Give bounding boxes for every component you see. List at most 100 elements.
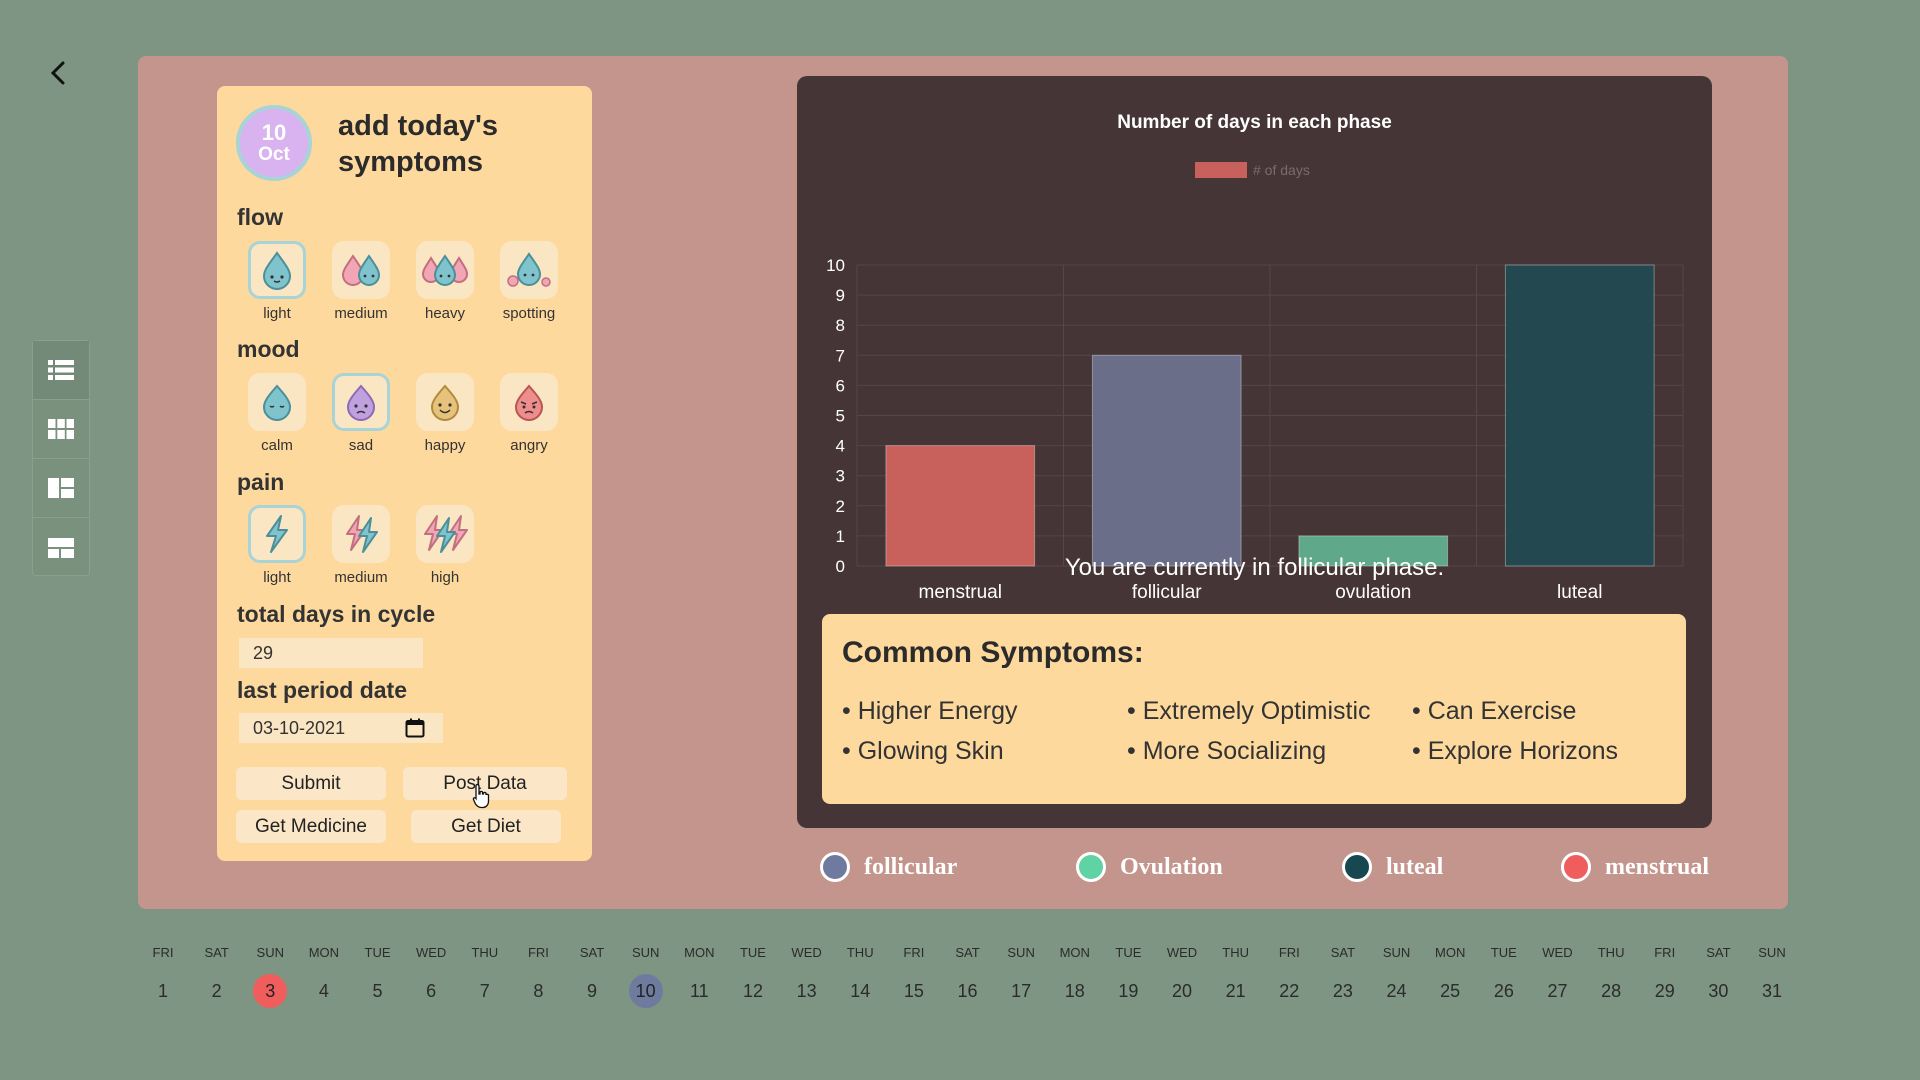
bar-luteal[interactable] [1504,264,1655,567]
bar-menstrual[interactable] [885,445,1036,567]
submit-button[interactable]: Submit [236,767,386,800]
mood-option-angry[interactable]: angry [487,373,571,454]
calendar-day[interactable]: WED 27 [1527,945,1587,1008]
calendar-day[interactable]: TUE 12 [723,945,783,1008]
calendar-day[interactable]: THU 14 [830,945,890,1008]
calendar-day[interactable]: WED 20 [1152,945,1212,1008]
double-lightning-icon [332,505,390,563]
calendar-day[interactable]: SAT 16 [938,945,998,1008]
calendar-weekday: SAT [1330,945,1356,960]
calendar-day[interactable]: TUE 19 [1098,945,1158,1008]
phase-name: Ovulation [1120,853,1223,880]
phase-name: luteal [1386,853,1444,880]
phase-dot [1076,852,1106,882]
calendar-day[interactable]: MON 11 [669,945,729,1008]
calendar-weekday: SAT [204,945,229,960]
calendar-date: 30 [1708,981,1729,1001]
pain-option-high[interactable]: high [403,505,487,586]
mood-option-happy[interactable]: happy [403,373,487,454]
calendar-weekday: FRI [1654,945,1676,960]
pain-option-light[interactable]: light [235,505,319,586]
calendar-day[interactable]: THU 7 [455,945,515,1008]
cycle-days-input[interactable]: 29 [239,638,423,668]
calendar-weekday: TUE [1115,945,1142,960]
drop-icon [248,241,306,299]
flow-option-spotting[interactable]: spotting [487,241,571,322]
legend-swatch [1195,162,1247,178]
calendar-day[interactable]: WED 6 [401,945,461,1008]
happy-face-icon [416,373,474,431]
calendar-day[interactable]: SAT 2 [187,945,247,1008]
calendar-date: 8 [533,981,544,1001]
phase-dot [1342,852,1372,882]
calendar-day[interactable]: MON 18 [1045,945,1105,1008]
pain-option-label: light [263,569,291,586]
calendar-day[interactable]: MON 25 [1420,945,1480,1008]
calendar-weekday: SUN [1758,945,1786,960]
period-date-input[interactable]: 03-10-2021 [239,713,443,743]
three-drops-icon [416,241,474,299]
back-button[interactable] [44,58,74,88]
mood-option-calm[interactable]: calm [235,373,319,454]
flow-option-medium[interactable]: medium [319,241,403,322]
calendar-weekday: SUN [256,945,284,960]
mood-option-label: angry [510,437,548,454]
calendar-weekday: SAT [955,945,980,960]
calendar-date: 10 [628,974,663,1008]
bar-follicular[interactable] [1091,354,1242,567]
calendar-day[interactable]: FRI 22 [1259,945,1319,1008]
lightning-icon [248,505,306,563]
calendar-day[interactable]: FRI 1 [133,945,193,1008]
legend-label: # of days [1253,162,1310,178]
symptom-card: 10 Oct add today's symptoms flow light m… [217,86,592,861]
dashboard-icon [48,478,74,498]
symptom-item: • Can Exercise [1412,697,1577,725]
pain-label: pain [237,469,285,495]
layout-view-button[interactable] [33,518,89,577]
y-tick-label: 6 [836,376,845,395]
get-diet-button[interactable]: Get Diet [411,810,561,843]
symptom-item: • Extremely Optimistic [1127,697,1371,725]
mood-option-sad[interactable]: sad [319,373,403,454]
calendar-day[interactable]: FRI 29 [1635,945,1695,1008]
calendar-weekday: FRI [903,945,925,960]
x-tick-label: luteal [1557,582,1602,603]
grid-view-button[interactable] [33,400,89,459]
bar-ovulation[interactable] [1298,535,1449,567]
calendar-day[interactable]: SUN 24 [1367,945,1427,1008]
pain-option-medium[interactable]: medium [319,505,403,586]
calendar-day[interactable]: WED 13 [777,945,837,1008]
calendar-date: 26 [1493,981,1514,1001]
chart-legend[interactable]: # of days [1195,162,1310,178]
calendar-day[interactable]: SUN 3 [240,945,300,1008]
date-month: Oct [258,143,290,165]
flow-option-heavy[interactable]: heavy [403,241,487,322]
phase-name: follicular [864,853,958,880]
calendar-day[interactable]: FRI 8 [508,945,568,1008]
calendar-day[interactable]: SAT 23 [1313,945,1373,1008]
calendar-weekday: THU [1597,945,1625,960]
calendar-day[interactable]: FRI 15 [884,945,944,1008]
calendar-day[interactable]: THU 28 [1581,945,1641,1008]
calendar-day[interactable]: SUN 17 [991,945,1051,1008]
dashboard-view-button[interactable] [33,459,89,518]
layout-icon [48,537,74,558]
calendar-day[interactable]: MON 4 [294,945,354,1008]
calendar-day[interactable]: THU 21 [1206,945,1266,1008]
pain-option-label: medium [334,569,388,586]
calendar-icon[interactable] [405,718,425,738]
calendar-day[interactable]: SAT 30 [1688,945,1748,1008]
calendar-date: 31 [1761,981,1783,1001]
symptom-item: • More Socializing [1127,737,1327,765]
calendar-day[interactable]: TUE 5 [348,945,408,1008]
period-date-value: 03-10-2021 [253,717,346,738]
chart-title: Number of days in each phase [1117,112,1392,133]
calendar-day[interactable]: TUE 26 [1474,945,1534,1008]
calendar-weekday: MON [684,945,715,960]
calendar-day[interactable]: SAT 9 [562,945,622,1008]
calendar-day[interactable]: SUN 31 [1742,945,1802,1008]
calendar-day[interactable]: SUN 10 [616,945,676,1008]
list-view-button[interactable] [33,341,89,400]
get-medicine-button[interactable]: Get Medicine [236,810,386,843]
flow-option-light[interactable]: light [235,241,319,322]
